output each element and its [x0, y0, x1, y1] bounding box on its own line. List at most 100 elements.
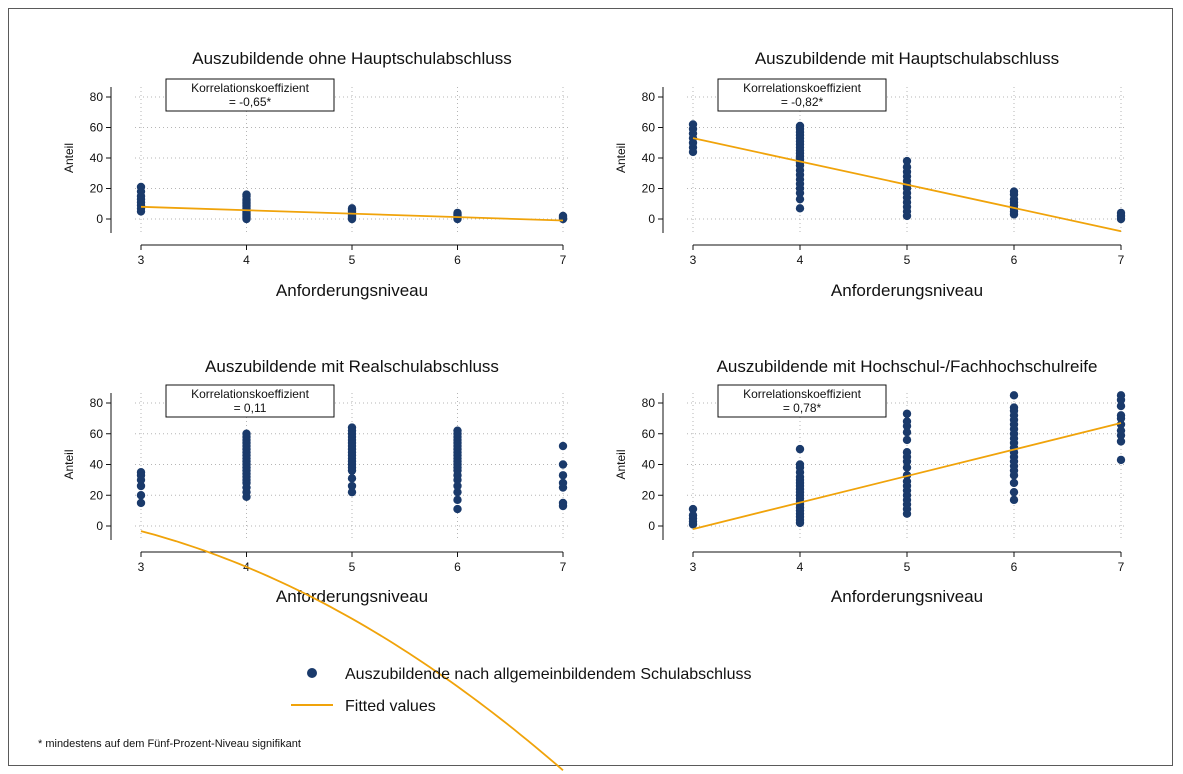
correlation-box: [165, 384, 335, 418]
y-tick-label: 40: [90, 458, 104, 472]
x-tick-label: 3: [690, 560, 697, 574]
fitted-line: [140, 530, 564, 771]
x-tick-label: 7: [560, 560, 567, 574]
x-tick-label: 7: [1118, 560, 1125, 574]
correlation-value: = 0,11: [234, 401, 267, 415]
x-tick-label: 7: [1118, 253, 1125, 267]
y-tick-label: 20: [90, 182, 104, 196]
scatter-panel-4: Auszubildende mit Hochschul-/Fachhochsch…: [614, 357, 1127, 606]
correlation-label: Korrelationskoeffizient: [743, 387, 862, 401]
x-tick-label: 3: [138, 253, 145, 267]
data-point: [902, 428, 912, 437]
panel-title: Auszubildende mit Hochschul-/Fachhochsch…: [717, 357, 1098, 376]
data-point: [1116, 426, 1126, 435]
data-point: [453, 208, 462, 218]
x-tick-label: 5: [904, 253, 911, 267]
scatter-panel-2: Auszubildende mit Hauptschulabschluss 0 20…: [614, 49, 1127, 300]
data-point: [453, 481, 462, 491]
data-point: [1116, 401, 1126, 411]
data-point: [902, 448, 912, 457]
x-tick-label: 6: [1011, 560, 1018, 574]
data-point: [688, 120, 698, 129]
data-point: [1116, 437, 1126, 446]
x-tick-label: 6: [1011, 253, 1018, 267]
data-point: [242, 429, 251, 438]
data-point: [1009, 391, 1019, 400]
y-tick-label: 80: [90, 90, 104, 104]
data-point: [558, 498, 568, 508]
data-point: [347, 481, 357, 491]
data-point: [1009, 478, 1019, 488]
data-point: [347, 474, 357, 483]
data-point: [795, 194, 805, 204]
data-point: [795, 444, 805, 454]
data-point: [688, 511, 698, 520]
x-tick-label: 4: [797, 253, 804, 267]
scatter-panel-1: Auszubildende ohne Hauptschulabschluss 0 2…: [62, 49, 569, 300]
x-tick-label: 3: [138, 560, 145, 574]
data-point: [1116, 420, 1126, 429]
y-tick-label: 60: [642, 427, 656, 441]
data-point: [1009, 403, 1019, 412]
data-point: [242, 190, 251, 199]
correlation-value: = -0,65*: [229, 95, 272, 109]
y-axis-label: Anteil: [62, 143, 76, 173]
y-axis-label: Anteil: [614, 449, 628, 479]
data-point: [558, 478, 568, 488]
x-tick-label: 7: [560, 253, 567, 267]
y-axis-label: Anteil: [62, 449, 76, 479]
x-tick-label: 5: [349, 560, 356, 574]
y-tick-label: 80: [642, 396, 656, 410]
y-axis-label: Anteil: [614, 143, 628, 173]
y-tick-label: 0: [648, 212, 655, 226]
x-tick-label: 4: [797, 560, 804, 574]
data-point: [902, 417, 912, 426]
data-point: [1009, 495, 1019, 505]
y-tick-label: 20: [642, 182, 656, 196]
y-tick-label: 80: [90, 396, 104, 410]
data-point: [136, 467, 146, 477]
x-tick-label: 5: [904, 560, 911, 574]
x-axis-label: Anforderungsniveau: [831, 587, 983, 606]
data-point: [1116, 391, 1126, 400]
data-point: [136, 491, 146, 500]
data-point: [902, 156, 912, 166]
x-axis-label: Anforderungsniveau: [276, 281, 428, 300]
data-point: [558, 471, 568, 480]
x-tick-label: 3: [690, 253, 697, 267]
y-tick-label: 40: [642, 458, 656, 472]
data-point: [1116, 455, 1126, 465]
legend-marker: [307, 668, 317, 678]
legend-label-fit: Fitted values: [345, 698, 436, 715]
x-axis-label: Anforderungsniveau: [831, 281, 983, 300]
data-point: [1009, 487, 1019, 497]
data-point: [1009, 187, 1019, 196]
y-tick-label: 0: [648, 519, 655, 533]
data-point: [558, 460, 568, 469]
x-tick-label: 4: [243, 253, 250, 267]
panel-title: Auszubildende ohne Hauptschulabschluss: [192, 49, 511, 68]
fitted-line: [692, 137, 1122, 233]
data-point: [453, 487, 462, 497]
data-point: [136, 481, 146, 491]
data-point: [1116, 411, 1126, 420]
legend-label-scatter: Auszubildende nach allgemeinbildendem Sc…: [345, 666, 751, 683]
data-point: [902, 162, 912, 172]
correlation-box: [165, 78, 335, 112]
panel-title: Auszubildende mit Realschulabschluss: [205, 357, 499, 376]
scatter-panel-3: Auszubildende mit Realschulabschluss 0 20 4…: [62, 357, 569, 771]
x-tick-label: 5: [349, 253, 356, 267]
data-point: [453, 495, 462, 505]
correlation-box: [717, 78, 887, 112]
data-point: [558, 441, 568, 451]
footnote: * mindestens auf dem Fünf-Prozent-Niveau…: [38, 738, 301, 750]
x-tick-label: 6: [454, 253, 461, 267]
data-point: [795, 204, 805, 213]
y-tick-label: 40: [642, 151, 656, 165]
data-point: [347, 487, 357, 497]
data-point: [795, 460, 805, 469]
data-point: [902, 477, 912, 486]
data-point: [136, 498, 146, 508]
correlation-label: Korrelationskoeffizient: [191, 81, 310, 95]
